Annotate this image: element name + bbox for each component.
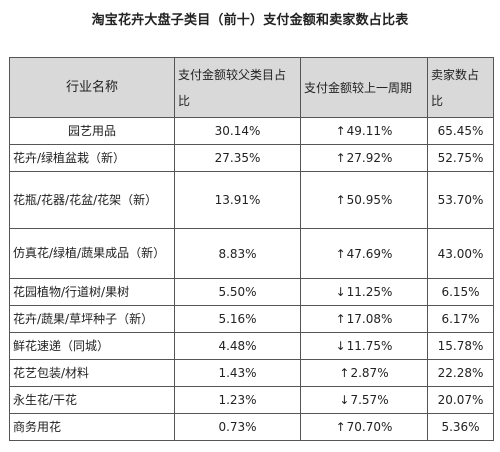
row-pay-change-value: 47.69% bbox=[346, 246, 393, 261]
data-table: 行业名称 支付金额较父类目占比 支付金额较上一周期 卖家数占比 园艺用品 30.… bbox=[9, 57, 494, 441]
arrow-down-icon: ↓ bbox=[335, 339, 346, 353]
row-name: 花艺包装/材料 bbox=[9, 359, 175, 387]
table-row: 仿真花/绿植/蔬果成品（新） 8.83% ↑47.69% 43.00% bbox=[9, 228, 494, 279]
row-name: 商务用花 bbox=[9, 413, 175, 441]
arrow-up-icon: ↑ bbox=[335, 312, 346, 326]
row-pay-change-value: 70.70% bbox=[346, 420, 393, 434]
row-pay-share: 4.48% bbox=[174, 332, 301, 360]
row-seller-share: 22.28% bbox=[427, 359, 494, 387]
row-pay-change: ↑70.70% bbox=[300, 413, 428, 441]
row-pay-change: ↓11.25% bbox=[300, 278, 428, 306]
table-row: 花艺包装/材料 1.43% ↑2.87% 22.28% bbox=[9, 359, 494, 387]
row-pay-change: ↓7.57% bbox=[300, 386, 428, 414]
row-name: 园艺用品 bbox=[9, 117, 175, 145]
row-pay-change: ↑49.11% bbox=[300, 117, 428, 145]
row-name: 花园植物/行道树/果树 bbox=[9, 278, 175, 306]
row-seller-share: 5.36% bbox=[427, 413, 494, 441]
row-pay-change-value: 17.08% bbox=[346, 312, 393, 326]
table-row: 园艺用品 30.14% ↑49.11% 65.45% bbox=[9, 117, 494, 145]
row-pay-change: ↑50.95% bbox=[300, 171, 428, 229]
row-pay-change: ↓11.75% bbox=[300, 332, 428, 360]
row-pay-change-value: 2.87% bbox=[350, 366, 389, 380]
row-pay-share: 13.91% bbox=[174, 171, 301, 229]
row-pay-change-value: 11.25% bbox=[346, 285, 393, 299]
row-seller-share: 43.00% bbox=[427, 228, 494, 279]
row-seller-share: 6.17% bbox=[427, 305, 494, 333]
table-row: 花园植物/行道树/果树 5.50% ↓11.25% 6.15% bbox=[9, 278, 494, 306]
table-row: 永生花/干花 1.23% ↓7.57% 20.07% bbox=[9, 386, 494, 414]
row-pay-change: ↑2.87% bbox=[300, 359, 428, 387]
row-pay-change-value: 50.95% bbox=[346, 193, 393, 207]
arrow-up-icon: ↑ bbox=[335, 151, 346, 165]
arrow-up-icon: ↑ bbox=[335, 420, 346, 434]
row-pay-share: 5.16% bbox=[174, 305, 301, 333]
header-seller-share: 卖家数占比 bbox=[427, 57, 494, 118]
row-pay-change-value: 11.75% bbox=[346, 339, 393, 353]
header-pay-change: 支付金额较上一周期 bbox=[300, 57, 428, 118]
row-pay-change-value: 7.57% bbox=[350, 393, 389, 407]
row-pay-change-value: 27.92% bbox=[346, 151, 393, 165]
row-name: 仿真花/绿植/蔬果成品（新） bbox=[9, 228, 175, 279]
row-pay-share: 30.14% bbox=[174, 117, 301, 145]
row-name: 花卉/绿植盆栽（新） bbox=[9, 144, 175, 172]
row-pay-change: ↑17.08% bbox=[300, 305, 428, 333]
row-pay-share: 27.35% bbox=[174, 144, 301, 172]
table-row: 花卉/绿植盆栽（新） 27.35% ↑27.92% 52.75% bbox=[9, 144, 494, 172]
row-pay-change: ↑47.69% bbox=[300, 228, 428, 279]
row-name: 花瓶/花器/花盆/花架（新） bbox=[9, 171, 175, 229]
arrow-down-icon: ↓ bbox=[339, 393, 350, 407]
table-row: 花瓶/花器/花盆/花架（新） 13.91% ↑50.95% 53.70% bbox=[9, 171, 494, 229]
row-name: 花卉/蔬果/草坪种子（新） bbox=[9, 305, 175, 333]
arrow-up-icon: ↑ bbox=[335, 124, 346, 138]
row-pay-share: 0.73% bbox=[174, 413, 301, 441]
row-pay-change-value: 49.11% bbox=[346, 124, 393, 138]
row-pay-share: 5.50% bbox=[174, 278, 301, 306]
row-seller-share: 53.70% bbox=[427, 171, 494, 229]
row-name: 永生花/干花 bbox=[9, 386, 175, 414]
arrow-up-icon: ↑ bbox=[335, 193, 346, 207]
table-row: 鲜花速递（同城） 4.48% ↓11.75% 15.78% bbox=[9, 332, 494, 360]
arrow-up-icon: ↑ bbox=[335, 246, 346, 261]
row-pay-share: 8.83% bbox=[174, 228, 301, 279]
row-pay-share: 1.43% bbox=[174, 359, 301, 387]
row-pay-change: ↑27.92% bbox=[300, 144, 428, 172]
header-pay-share: 支付金额较父类目占比 bbox=[174, 57, 301, 118]
header-name: 行业名称 bbox=[9, 57, 175, 118]
row-seller-share: 52.75% bbox=[427, 144, 494, 172]
arrow-down-icon: ↓ bbox=[335, 285, 346, 299]
arrow-up-icon: ↑ bbox=[339, 366, 350, 380]
row-seller-share: 65.45% bbox=[427, 117, 494, 145]
table-row: 商务用花 0.73% ↑70.70% 5.36% bbox=[9, 413, 494, 441]
row-pay-share: 1.23% bbox=[174, 386, 301, 414]
page-title: 淘宝花卉大盘子类目（前十）支付金额和卖家数占比表 bbox=[91, 13, 409, 28]
row-seller-share: 20.07% bbox=[427, 386, 494, 414]
table-row: 花卉/蔬果/草坪种子（新） 5.16% ↑17.08% 6.17% bbox=[9, 305, 494, 333]
row-name: 鲜花速递（同城） bbox=[9, 332, 175, 360]
row-seller-share: 6.15% bbox=[427, 278, 494, 306]
row-seller-share: 15.78% bbox=[427, 332, 494, 360]
header-row: 行业名称 支付金额较父类目占比 支付金额较上一周期 卖家数占比 bbox=[9, 57, 494, 118]
table-body: 园艺用品 30.14% ↑49.11% 65.45% 花卉/绿植盆栽（新） 27… bbox=[9, 117, 494, 441]
